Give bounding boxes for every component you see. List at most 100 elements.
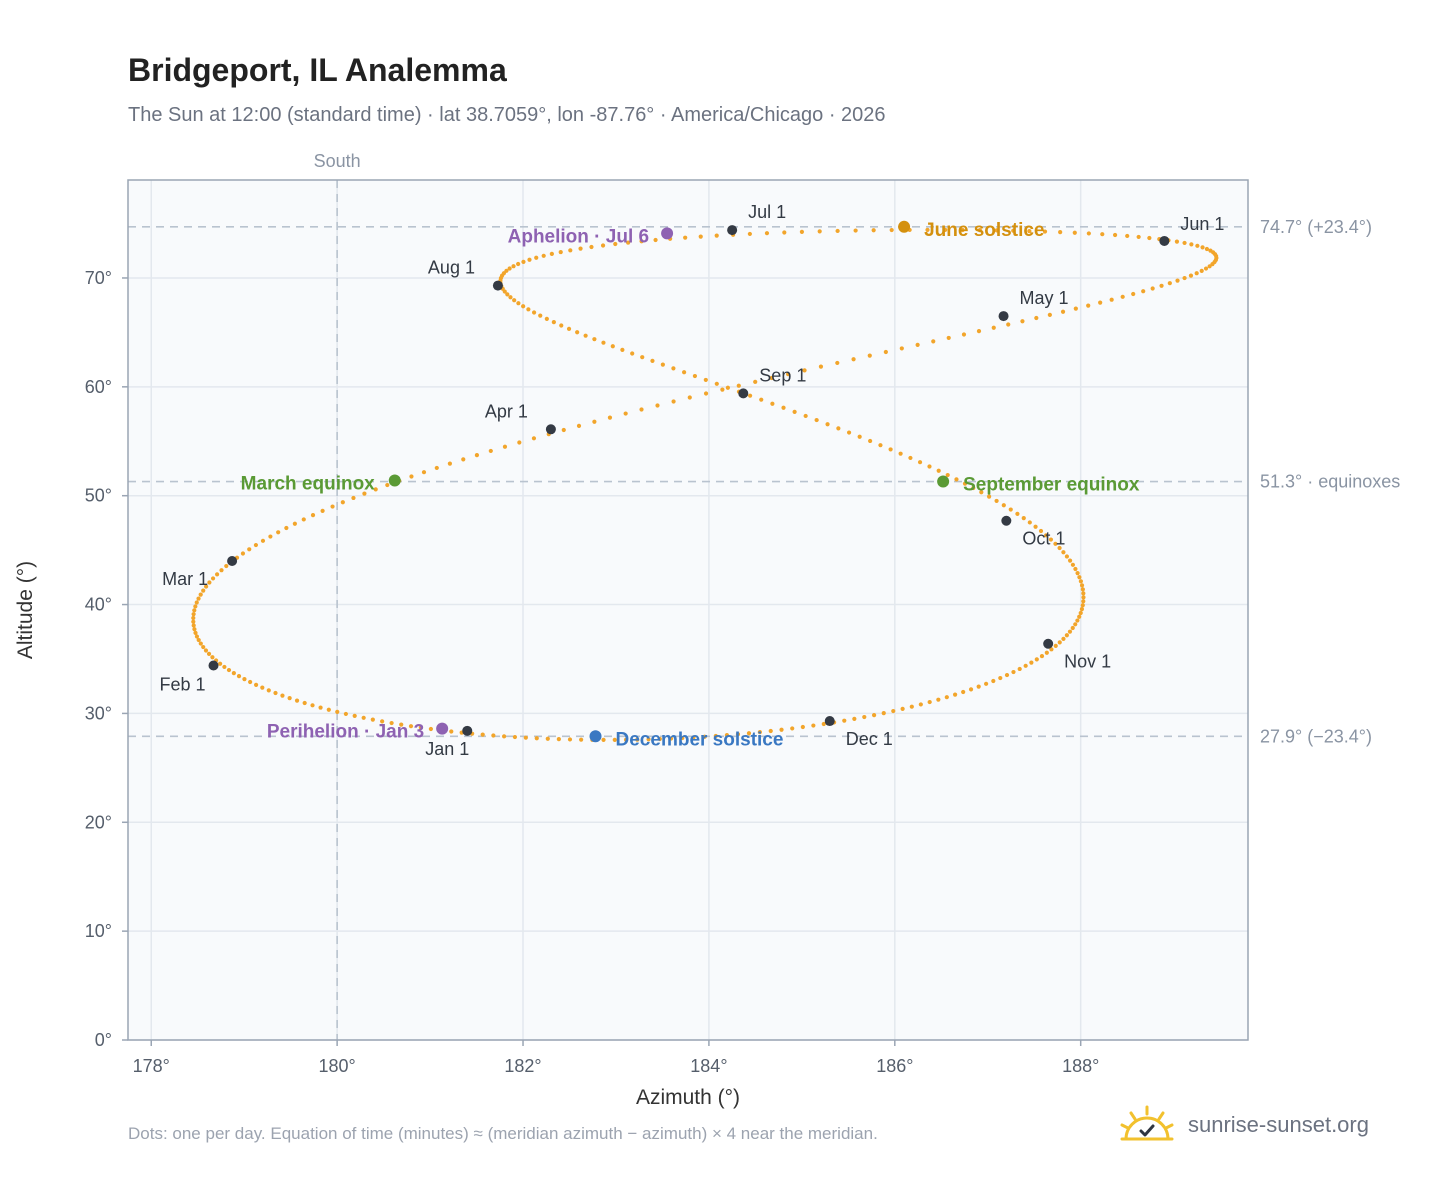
day-dot: [1039, 653, 1045, 659]
month-label: Apr 1: [485, 401, 528, 421]
day-dot: [786, 372, 791, 377]
day-dot: [1078, 579, 1083, 584]
month-label: Sep 1: [759, 365, 806, 385]
brand[interactable]: sunrise-sunset.org: [1120, 1100, 1369, 1150]
day-dot: [294, 698, 300, 703]
day-dot: [198, 641, 203, 646]
event-marker: [898, 220, 911, 233]
day-dot: [480, 732, 485, 737]
day-dot: [881, 711, 886, 716]
day-dot: [703, 391, 709, 396]
day-dot: [835, 360, 840, 366]
day-dot: [714, 381, 719, 386]
day-dot: [1064, 633, 1069, 638]
day-dot: [639, 407, 644, 412]
day-dot: [862, 714, 867, 720]
day-dot: [1207, 264, 1212, 269]
brand-name: sunrise-sunset.org: [1188, 1112, 1369, 1137]
day-dot: [207, 580, 212, 585]
day-dot: [266, 688, 271, 693]
chart-subtitle: The Sun at 12:00 (standard time) · lat 3…: [128, 104, 886, 126]
day-dot: [800, 724, 805, 730]
day-dot: [1038, 528, 1044, 534]
day-dot: [210, 655, 215, 660]
day-dot: [512, 734, 518, 740]
day-dot: [620, 347, 625, 352]
reference-lines: South 74.7° (+23.4°) 51.3° · equinoxes 27.9…: [128, 151, 1400, 1040]
day-dot: [1131, 291, 1136, 297]
day-dot: [568, 248, 573, 253]
day-dot: [1120, 294, 1125, 299]
day-dot: [583, 333, 588, 338]
day-dot: [1194, 271, 1199, 276]
month-label: Nov 1: [1064, 652, 1111, 672]
day-dot: [1034, 657, 1039, 662]
event-label: Perihelion · Jan 3: [267, 722, 424, 743]
day-dot: [351, 495, 356, 501]
day-dot: [1027, 228, 1032, 234]
y-axis-title: Altitude (°): [14, 561, 37, 659]
y-tick-label: 10°: [85, 921, 112, 941]
day-dot: [231, 671, 236, 676]
y-tick-label: 40°: [85, 595, 112, 615]
day-dot: [769, 375, 774, 381]
day-dot: [1001, 503, 1006, 508]
day-dot: [878, 443, 883, 448]
day-dot: [449, 729, 454, 734]
day-dot: [984, 681, 989, 686]
day-dot: [521, 304, 526, 309]
month-label: Dec 1: [846, 729, 893, 749]
day-dot: [953, 692, 958, 697]
day-dot: [802, 368, 807, 373]
day-dot: [1064, 554, 1070, 559]
day-dot: [302, 700, 307, 706]
day-dot: [657, 736, 662, 742]
day-dot: [925, 227, 930, 232]
day-dot: [671, 399, 676, 404]
day-dot: [1079, 607, 1085, 612]
day-dot: [352, 713, 357, 719]
day-dot: [203, 648, 209, 653]
event-label: September equinox: [963, 475, 1140, 496]
day-dot: [361, 715, 366, 720]
day-dot: [764, 231, 770, 236]
day-dot: [891, 708, 896, 714]
day-dot: [1017, 666, 1022, 672]
day-dot: [1049, 647, 1054, 652]
plot-background: [128, 180, 1248, 1040]
day-dot: [505, 292, 510, 297]
day-dot: [421, 470, 427, 475]
month-marker: [998, 311, 1009, 322]
day-dot: [219, 568, 224, 573]
day-dot: [909, 704, 914, 709]
day-dot: [747, 231, 752, 237]
meridian-label: South: [314, 151, 361, 171]
day-dot: [340, 500, 345, 505]
day-dot: [1015, 511, 1020, 516]
day-dot: [240, 551, 246, 556]
day-dot: [253, 682, 259, 687]
day-dot: [1150, 286, 1155, 291]
day-dot: [770, 401, 775, 406]
day-dot: [561, 427, 566, 433]
day-dot: [214, 572, 220, 577]
day-dot: [1067, 629, 1073, 634]
day-dot: [330, 504, 335, 509]
day-dot: [736, 383, 741, 388]
day-dot: [818, 364, 824, 369]
day-dot: [630, 351, 635, 356]
month-label: Feb 1: [160, 675, 206, 695]
day-dot: [511, 264, 516, 269]
reference-label: 27.9° (−23.4°): [1260, 726, 1372, 746]
day-dot: [1167, 281, 1172, 286]
day-dot: [986, 494, 992, 499]
day-dot: [979, 490, 984, 495]
day-dot: [1188, 273, 1194, 278]
point-labels: Jan 1 Feb 1 Mar 1 Apr 1 May 1 Jun 1 Jul 1 Aug 1…: [160, 202, 1225, 759]
day-dot: [962, 481, 968, 486]
day-dot: [521, 259, 526, 264]
day-dot: [1020, 319, 1025, 324]
day-dot: [976, 329, 982, 334]
day-dot: [1075, 570, 1080, 576]
day-dot: [1029, 660, 1034, 665]
